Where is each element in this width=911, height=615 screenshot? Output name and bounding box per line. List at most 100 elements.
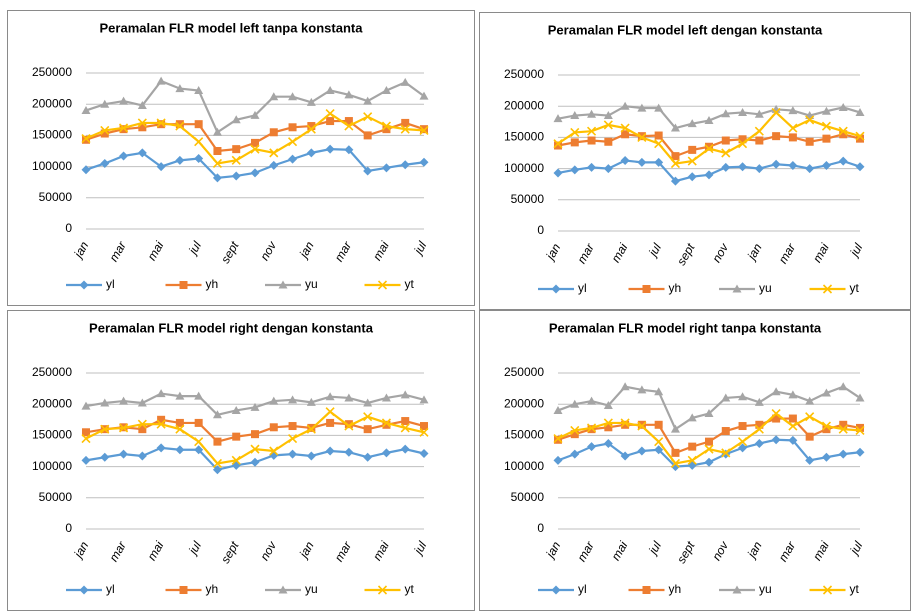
marker xyxy=(269,446,279,456)
legend-label: yt xyxy=(850,281,860,295)
marker xyxy=(175,418,184,427)
marker xyxy=(194,418,203,427)
legend-marker xyxy=(179,281,188,289)
chart: Peramalan FLR model left dengan konstant… xyxy=(504,22,866,295)
marker xyxy=(288,123,297,132)
marker xyxy=(553,168,563,178)
marker xyxy=(212,465,222,475)
marker xyxy=(118,123,129,133)
chart-panel: Peramalan FLR model left tanpa konstanta… xyxy=(7,10,475,306)
marker xyxy=(194,120,203,129)
marker xyxy=(325,85,335,94)
legend-marker xyxy=(551,585,561,595)
marker xyxy=(325,144,335,154)
marker xyxy=(553,433,563,444)
marker xyxy=(754,109,764,118)
x-tick-label: mai xyxy=(145,539,167,563)
marker xyxy=(288,92,298,101)
x-tick-label: jan xyxy=(744,241,765,264)
marker xyxy=(738,162,748,172)
marker xyxy=(587,396,597,405)
marker xyxy=(157,415,166,424)
marker xyxy=(755,136,764,145)
marker xyxy=(553,139,563,149)
marker xyxy=(269,92,279,101)
marker xyxy=(344,117,353,126)
marker xyxy=(738,443,748,453)
marker xyxy=(137,451,147,461)
marker xyxy=(137,398,147,407)
marker xyxy=(306,148,316,158)
marker xyxy=(213,147,222,155)
marker xyxy=(419,125,429,135)
marker xyxy=(570,111,580,120)
marker xyxy=(654,157,664,167)
y-tick-label: 100000 xyxy=(32,459,72,473)
marker xyxy=(363,96,373,105)
chart-title: Peramalan FLR model left tanpa konstanta xyxy=(100,20,364,35)
x-tick-label: jul xyxy=(645,539,664,558)
marker xyxy=(325,108,335,119)
marker xyxy=(620,155,630,165)
marker xyxy=(156,389,166,398)
marker xyxy=(587,425,596,434)
marker xyxy=(138,425,147,434)
marker xyxy=(721,427,730,436)
marker xyxy=(381,163,391,173)
marker xyxy=(654,420,663,429)
marker xyxy=(805,137,814,146)
marker xyxy=(821,452,831,462)
marker xyxy=(381,418,392,428)
y-tick-label: 50000 xyxy=(39,490,73,504)
marker xyxy=(156,76,166,85)
marker xyxy=(855,107,865,116)
marker xyxy=(363,112,373,122)
marker xyxy=(81,105,91,114)
x-tick-label: sept xyxy=(218,239,242,266)
marker xyxy=(687,455,697,465)
x-tick-label: jul xyxy=(185,539,204,558)
x-tick-label: mar xyxy=(332,238,355,264)
marker xyxy=(401,118,410,127)
marker xyxy=(363,131,372,140)
marker xyxy=(137,419,147,429)
marker xyxy=(251,430,259,439)
marker xyxy=(419,91,429,100)
marker xyxy=(212,458,223,469)
marker xyxy=(119,96,129,105)
marker xyxy=(118,423,129,433)
marker xyxy=(603,418,613,428)
marker xyxy=(587,136,596,145)
legend-marker xyxy=(79,280,89,290)
marker xyxy=(306,397,316,406)
marker xyxy=(212,173,222,183)
marker xyxy=(137,148,147,158)
marker xyxy=(805,455,815,465)
marker xyxy=(637,385,647,394)
x-tick-label: nov xyxy=(709,538,731,563)
marker xyxy=(156,443,166,453)
marker xyxy=(119,125,128,134)
marker xyxy=(838,449,848,459)
x-tick-label: mai xyxy=(370,539,392,563)
marker xyxy=(119,396,129,405)
y-tick-label: 100000 xyxy=(32,159,72,173)
marker xyxy=(213,437,222,446)
marker xyxy=(754,397,764,406)
marker xyxy=(344,420,353,429)
marker xyxy=(288,449,298,459)
marker xyxy=(288,422,297,431)
marker xyxy=(269,148,279,158)
x-tick-label: jul xyxy=(410,539,429,558)
marker xyxy=(288,395,298,404)
marker xyxy=(381,121,392,131)
marker xyxy=(175,155,185,165)
marker xyxy=(603,164,613,174)
marker xyxy=(822,425,831,434)
legend-label: yt xyxy=(405,582,415,596)
marker xyxy=(738,107,748,116)
x-tick-label: jul xyxy=(846,539,865,558)
marker xyxy=(194,153,204,163)
chart-panel: Peramalan FLR model right dengan konstan… xyxy=(7,310,475,611)
marker xyxy=(654,103,664,112)
